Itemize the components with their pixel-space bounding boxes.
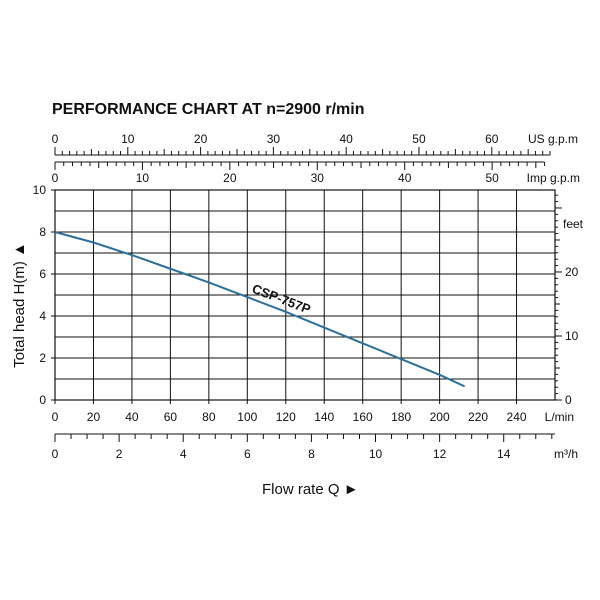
chart-title: PERFORMANCE CHART AT n=2900 r/min	[52, 101, 364, 118]
feet-scale: 0 10 20 feet	[555, 194, 584, 407]
us-gpm-tick-label: 10	[121, 132, 135, 146]
imp-gpm-tick-label: 20	[223, 171, 237, 185]
imp-gpm-tick-label: 10	[136, 171, 150, 185]
feet-tick-label: 10	[565, 329, 579, 343]
x-tick-label: 20	[87, 410, 101, 424]
x-tick-label: 0	[52, 410, 59, 424]
m3h-tick-label: 10	[369, 447, 383, 461]
y-axis-title: Total head H(m) ▲	[11, 242, 28, 368]
x-axis-ticks: 0 20 40 60 80 100 120 140 160 180 200 220 240 L/min	[52, 400, 574, 424]
us-gpm-tick-label: 60	[485, 132, 499, 146]
m3h-tick-label: 0	[52, 447, 59, 461]
y-axis-ticks: 0 2 4 6 8 10	[33, 183, 55, 407]
x-tick-label: 140	[314, 410, 334, 424]
m3h-scale: 0 2 4 6 8 10 12 14 m³/h	[52, 433, 578, 461]
imp-gpm-scale: 0 10 20 30 40 50 Imp g.p.m	[52, 161, 580, 185]
x-tick-label: 220	[468, 410, 488, 424]
x-tick-label: 80	[202, 410, 216, 424]
x-tick-label: 160	[353, 410, 373, 424]
us-gpm-tick-label: 40	[340, 132, 354, 146]
x-tick-label: 100	[237, 410, 257, 424]
x-tick-label: 60	[164, 410, 178, 424]
imp-gpm-tick-label: 0	[52, 171, 59, 185]
y-tick-label: 10	[33, 183, 47, 197]
x-unit-label: L/min	[545, 410, 574, 424]
x-axis-title: Flow rate Q ►	[262, 481, 359, 498]
grid	[55, 190, 555, 400]
y-tick-label: 0	[39, 393, 46, 407]
x-tick-label: 120	[276, 410, 296, 424]
y-tick-label: 2	[39, 351, 46, 365]
series-line	[54, 231, 466, 388]
x-tick-label: 200	[430, 410, 450, 424]
m3h-tick-label: 8	[308, 447, 315, 461]
feet-unit-label: feet	[563, 217, 584, 231]
imp-gpm-tick-label: 50	[485, 171, 499, 185]
m3h-tick-label: 12	[433, 447, 447, 461]
us-gpm-tick-label: 20	[194, 132, 208, 146]
feet-tick-label: 0	[565, 393, 572, 407]
x-tick-label: 180	[391, 410, 411, 424]
x-axis-arrow: ►	[340, 481, 359, 498]
us-gpm-tick-label: 0	[52, 132, 59, 146]
m3h-tick-label: 6	[244, 447, 251, 461]
y-tick-label: 6	[39, 267, 46, 281]
y-axis-arrow: ▲	[11, 242, 28, 261]
plot-frame	[54, 189, 556, 401]
series-label: CSP-757P	[250, 281, 313, 317]
y-axis-label: Total head H(m)	[11, 261, 28, 368]
m3h-unit-label: m³/h	[554, 447, 578, 461]
imp-gpm-unit-label: Imp g.p.m	[527, 171, 580, 185]
us-gpm-tick-label: 50	[412, 132, 426, 146]
series-layer: CSP-757P	[54, 231, 466, 388]
m3h-tick-label: 2	[116, 447, 123, 461]
x-tick-label: 40	[125, 410, 139, 424]
m3h-tick-label: 4	[180, 447, 187, 461]
x-tick-label: 240	[507, 410, 527, 424]
us-gpm-scale: 0 10 20 30 40 50 60 US g.p.m	[52, 132, 578, 156]
us-gpm-unit-label: US g.p.m	[528, 132, 578, 146]
y-tick-label: 8	[39, 225, 46, 239]
y-tick-label: 4	[39, 309, 46, 323]
feet-tick-label: 20	[565, 265, 579, 279]
imp-gpm-tick-label: 30	[311, 171, 325, 185]
us-gpm-tick-label: 30	[267, 132, 281, 146]
m3h-tick-label: 14	[497, 447, 511, 461]
imp-gpm-tick-label: 40	[398, 171, 412, 185]
x-axis-label: Flow rate Q	[262, 481, 340, 498]
